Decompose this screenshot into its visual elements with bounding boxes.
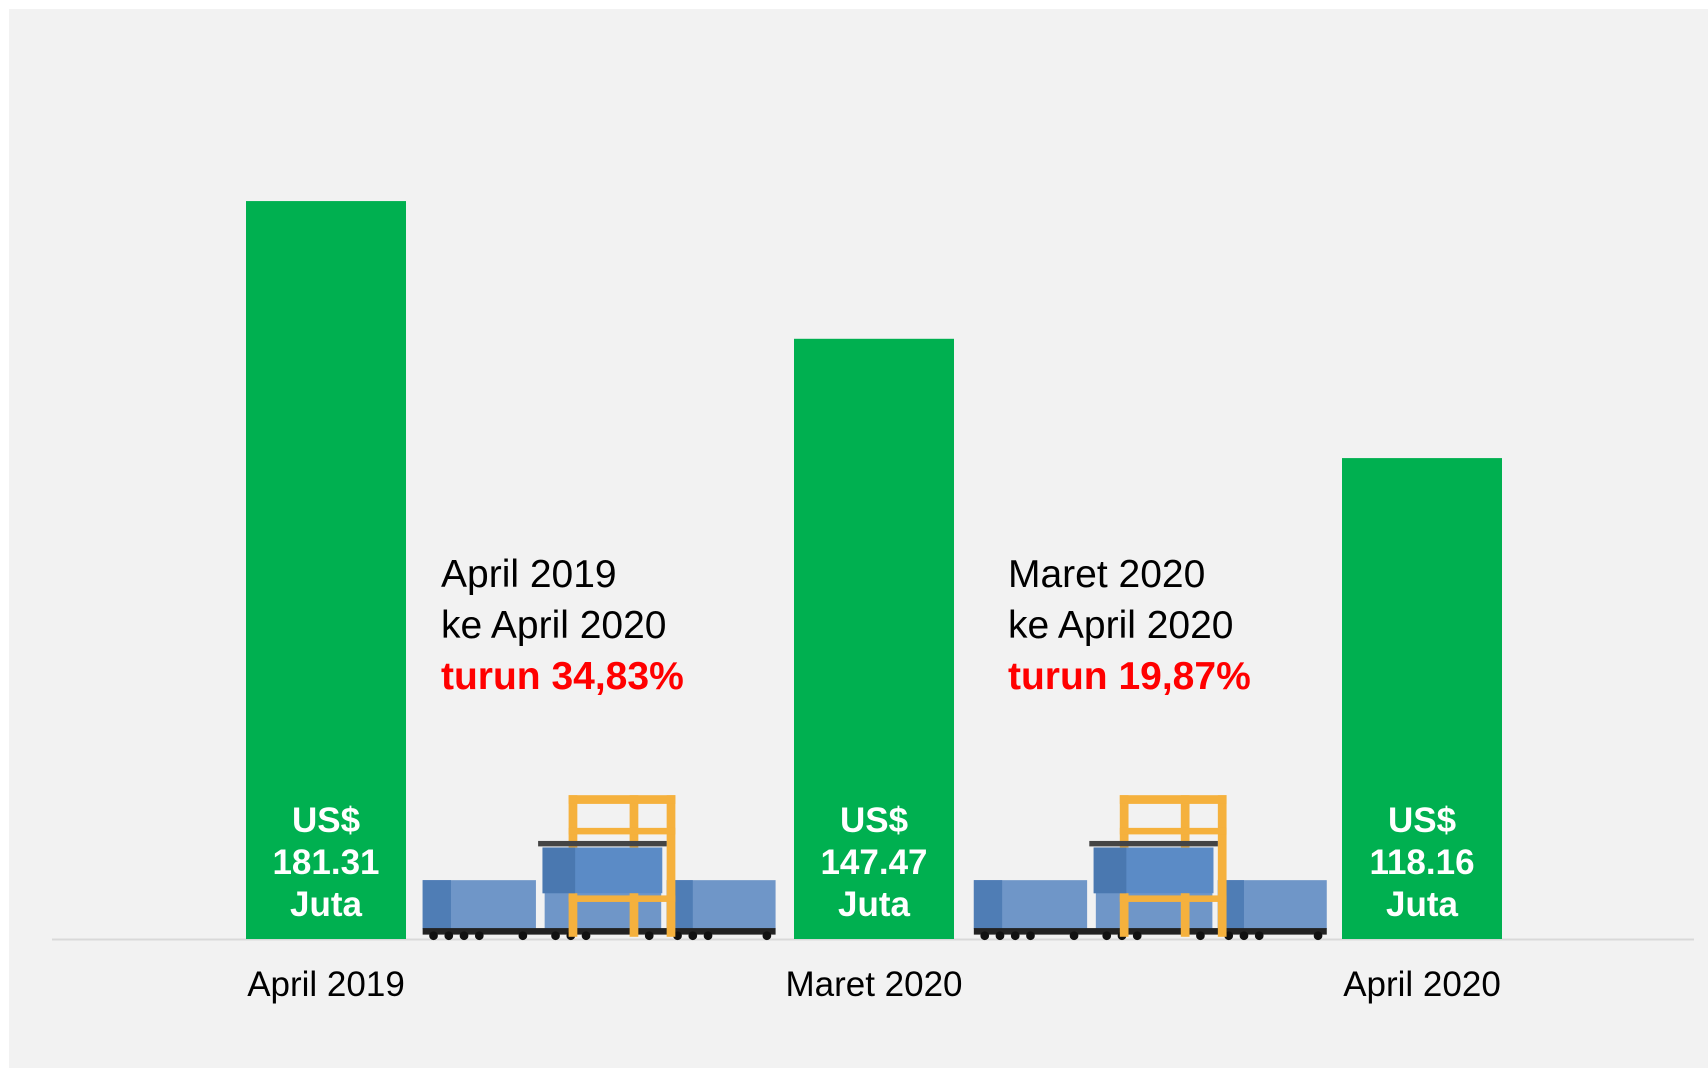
- value-label: US$ 181.31 Juta: [272, 801, 380, 924]
- annotation-highlight: turun 34,83%: [441, 655, 684, 698]
- annotation-line: Maret 2020: [1008, 553, 1206, 596]
- bar: [1342, 458, 1502, 939]
- x-tick-label: April 2020: [1343, 965, 1501, 1004]
- value-label: US$ 147.47 Juta: [820, 801, 928, 924]
- annotation-line: ke April 2020: [1008, 604, 1234, 647]
- annotation-highlight: turun 19,87%: [1008, 655, 1251, 698]
- bar: [246, 201, 406, 939]
- annotation-line: April 2019: [441, 553, 617, 596]
- annotation-line: ke April 2020: [441, 604, 667, 647]
- annotation: April 2019 ke April 2020 turun 34,83%: [441, 549, 684, 702]
- x-tick-label: April 2019: [247, 965, 405, 1004]
- value-label: US$ 118.16 Juta: [1369, 801, 1475, 924]
- x-tick-label: Maret 2020: [785, 965, 963, 1004]
- bar: [794, 338, 954, 939]
- annotation: Maret 2020 ke April 2020 turun 19,87%: [1008, 549, 1251, 702]
